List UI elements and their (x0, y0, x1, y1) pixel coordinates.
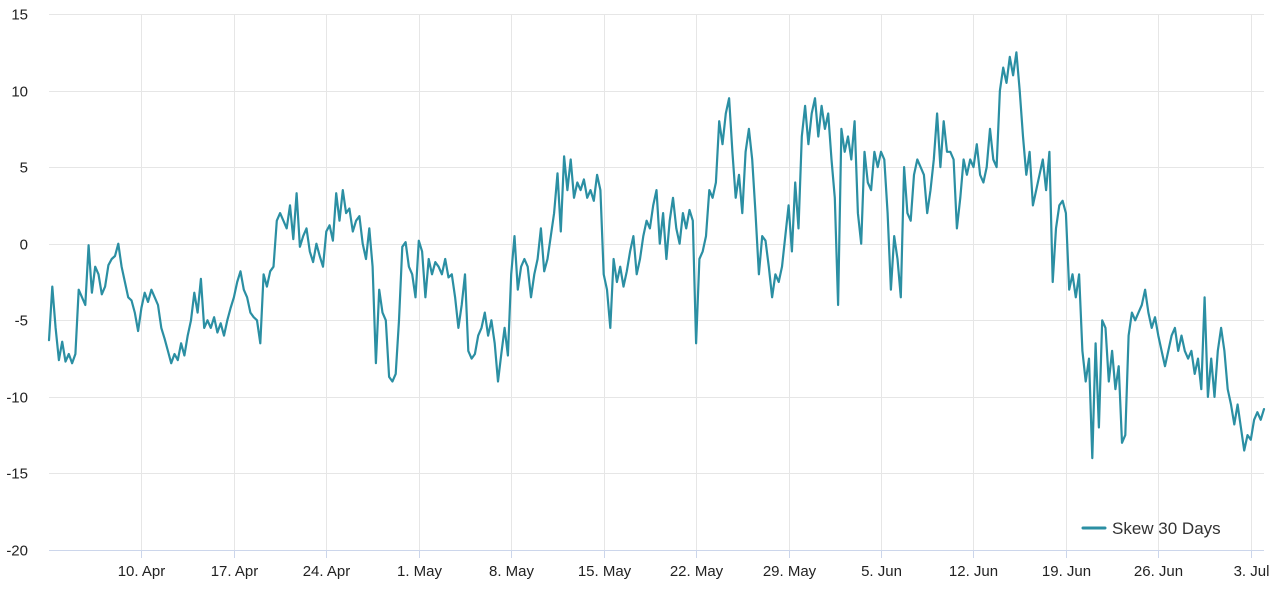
y-tick-label: -15 (6, 466, 28, 483)
chart-grid (49, 14, 1264, 551)
x-tick-label: 12. Jun (949, 563, 998, 580)
y-axis: 15 10 5 0 -5 -10 -15 -20 (6, 7, 28, 560)
x-tick-label: 17. Apr (211, 563, 259, 580)
y-tick-label: 15 (11, 7, 28, 24)
x-tick-label: 1. May (397, 563, 443, 580)
x-tick-label: 24. Apr (303, 563, 351, 580)
y-tick-label: 5 (20, 160, 28, 177)
x-tick-label: 29. May (763, 563, 817, 580)
x-tick-label: 22. May (670, 563, 724, 580)
y-tick-label: -20 (6, 543, 28, 560)
y-tick-label: 10 (11, 84, 28, 101)
x-tick-label: 3. Jul (1234, 563, 1270, 580)
x-tick-label: 15. May (578, 563, 632, 580)
x-tick-label: 26. Jun (1134, 563, 1183, 580)
x-tick-label: 5. Jun (861, 563, 902, 580)
x-tick-label: 10. Apr (118, 563, 166, 580)
x-tick-label: 19. Jun (1042, 563, 1091, 580)
x-tick-label: 8. May (489, 563, 535, 580)
series-line-skew-30-days[interactable] (47, 51, 1266, 460)
chart-legend[interactable]: Skew 30 Days (1081, 519, 1221, 538)
x-axis: 10. Apr 17. Apr 24. Apr 1. May 8. May 15. May… (118, 550, 1270, 580)
y-tick-label: 0 (20, 237, 28, 254)
legend-item-label[interactable]: Skew 30 Days (1112, 519, 1221, 538)
y-tick-label: -10 (6, 390, 28, 407)
y-tick-label: -5 (15, 313, 28, 330)
series-group (47, 51, 1266, 460)
